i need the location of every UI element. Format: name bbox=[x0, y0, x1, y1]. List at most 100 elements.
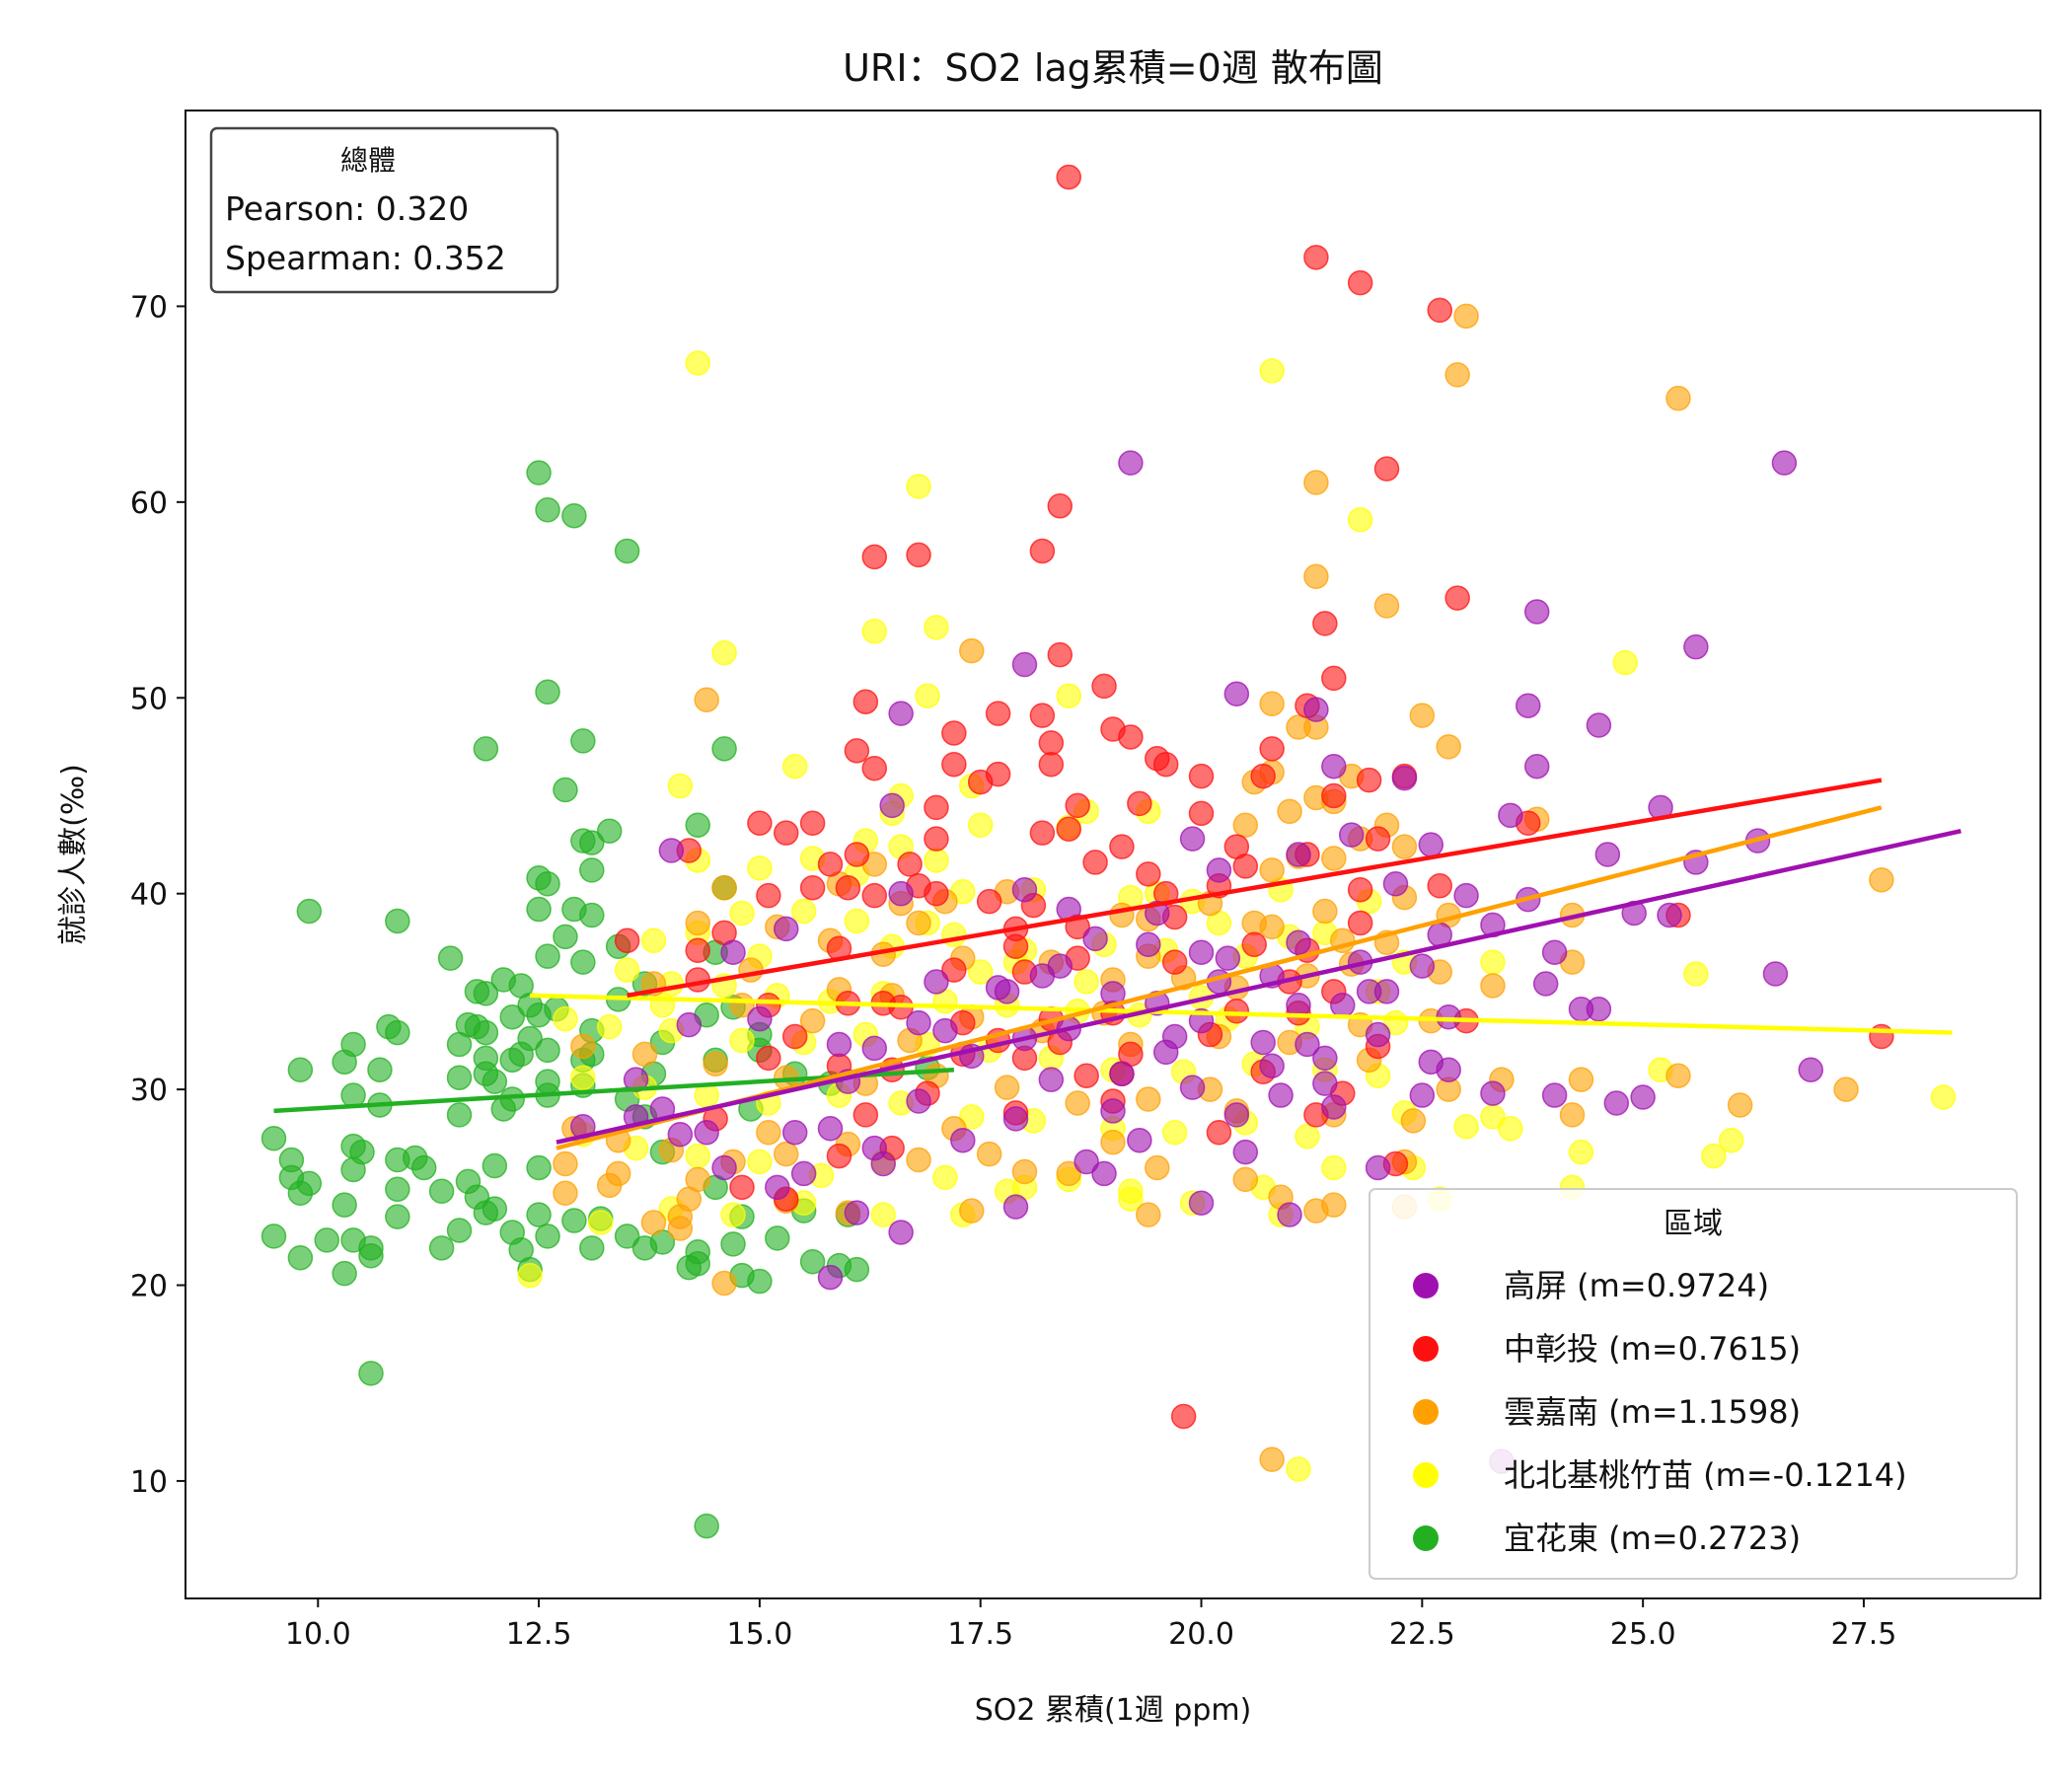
data-point bbox=[906, 910, 931, 936]
data-point bbox=[1118, 450, 1144, 476]
data-point bbox=[1312, 1071, 1338, 1096]
data-point bbox=[1347, 506, 1373, 533]
data-point bbox=[1073, 969, 1099, 995]
x-tick-label: 27.5 bbox=[1831, 1617, 1897, 1652]
data-point bbox=[774, 820, 799, 846]
data-point bbox=[1011, 651, 1038, 678]
legend-label: 北北基桃竹苗 (m=-0.1214) bbox=[1504, 1456, 1907, 1494]
data-point bbox=[781, 1023, 808, 1050]
data-point bbox=[756, 882, 781, 909]
data-point bbox=[535, 497, 560, 523]
data-point bbox=[1277, 798, 1302, 825]
data-point bbox=[1002, 1194, 1029, 1220]
data-point bbox=[1170, 1403, 1197, 1430]
data-point bbox=[747, 855, 773, 881]
data-point bbox=[1232, 1139, 1259, 1165]
data-point bbox=[1047, 641, 1073, 668]
data-point bbox=[1250, 763, 1276, 789]
data-point bbox=[526, 460, 552, 485]
legend-marker bbox=[1413, 1273, 1439, 1298]
data-point bbox=[1391, 765, 1418, 791]
data-point bbox=[959, 637, 985, 664]
data-point bbox=[844, 1256, 870, 1283]
data-point bbox=[1206, 857, 1232, 883]
data-point bbox=[1391, 834, 1418, 859]
data-point bbox=[1259, 914, 1285, 940]
data-point bbox=[1718, 1127, 1744, 1153]
data-point bbox=[1303, 563, 1329, 589]
data-point bbox=[685, 937, 710, 963]
data-point bbox=[1250, 1029, 1276, 1056]
data-point bbox=[1480, 1080, 1506, 1106]
data-point bbox=[685, 812, 710, 838]
data-point bbox=[1762, 961, 1789, 987]
data-point bbox=[1056, 164, 1081, 190]
data-point bbox=[906, 1147, 931, 1173]
data-point bbox=[570, 949, 596, 975]
data-point bbox=[340, 1156, 366, 1183]
data-point bbox=[1498, 802, 1523, 829]
data-point bbox=[844, 842, 870, 867]
data-point bbox=[1541, 1082, 1568, 1108]
data-point bbox=[694, 1120, 719, 1146]
data-point bbox=[1330, 993, 1356, 1018]
data-point bbox=[385, 908, 410, 934]
data-point bbox=[1232, 1166, 1259, 1193]
data-point bbox=[1312, 611, 1338, 636]
data-point bbox=[1303, 470, 1329, 495]
data-point bbox=[703, 1051, 728, 1077]
y-tick-label: 60 bbox=[130, 486, 168, 521]
data-point bbox=[481, 1152, 508, 1179]
data-point bbox=[1321, 753, 1347, 779]
data-point bbox=[614, 957, 640, 983]
data-point bbox=[1179, 1075, 1206, 1100]
legend: 區域 高屏 (m=0.9724) 中彰投 (m=0.7615) 雲嘉南 (m=1.1… bbox=[1369, 1188, 2018, 1580]
data-point bbox=[332, 1192, 357, 1218]
data-point bbox=[941, 957, 967, 983]
data-point bbox=[799, 810, 826, 837]
data-point bbox=[535, 943, 560, 969]
data-point bbox=[1100, 1129, 1126, 1155]
data-point bbox=[314, 1227, 339, 1253]
data-point bbox=[1568, 1139, 1594, 1165]
data-point bbox=[1259, 358, 1285, 384]
legend-title: 區域 bbox=[1664, 1207, 1723, 1241]
data-point bbox=[535, 1037, 560, 1064]
legend-label: 雲嘉南 (m=1.1598) bbox=[1504, 1393, 1801, 1431]
data-point bbox=[1373, 593, 1400, 619]
data-point bbox=[685, 910, 710, 936]
data-point bbox=[1338, 822, 1365, 848]
data-point bbox=[332, 1260, 357, 1287]
data-point bbox=[481, 1069, 508, 1094]
data-point bbox=[711, 1270, 737, 1297]
data-point bbox=[1594, 842, 1621, 867]
data-point bbox=[1630, 1084, 1656, 1110]
data-point bbox=[1082, 850, 1108, 875]
y-axis-label: 就診人數(‰) bbox=[56, 764, 91, 945]
data-point bbox=[1869, 1023, 1894, 1050]
data-point bbox=[1295, 1031, 1320, 1058]
data-point bbox=[1612, 649, 1638, 676]
data-point bbox=[994, 979, 1020, 1004]
data-point bbox=[535, 871, 560, 897]
data-point bbox=[720, 939, 746, 965]
data-point bbox=[553, 1150, 578, 1177]
data-point bbox=[1321, 846, 1347, 871]
data-point bbox=[553, 1005, 578, 1032]
data-point bbox=[473, 1200, 499, 1225]
data-point bbox=[1047, 953, 1073, 979]
data-point bbox=[1568, 1067, 1594, 1092]
data-point bbox=[941, 922, 967, 948]
data-point bbox=[1127, 790, 1152, 817]
data-point bbox=[332, 1049, 357, 1075]
data-point bbox=[1586, 712, 1612, 738]
data-point bbox=[1347, 910, 1373, 936]
data-point bbox=[1523, 599, 1550, 625]
data-point bbox=[561, 1208, 587, 1233]
data-point bbox=[1029, 820, 1056, 846]
x-axis: 10.0 12.5 15.0 17.5 20.0 22.5 25.0 27.5 bbox=[285, 1598, 1896, 1652]
data-point bbox=[385, 1176, 410, 1203]
data-point bbox=[658, 838, 685, 863]
data-point bbox=[1091, 673, 1117, 700]
data-point bbox=[774, 1141, 799, 1167]
